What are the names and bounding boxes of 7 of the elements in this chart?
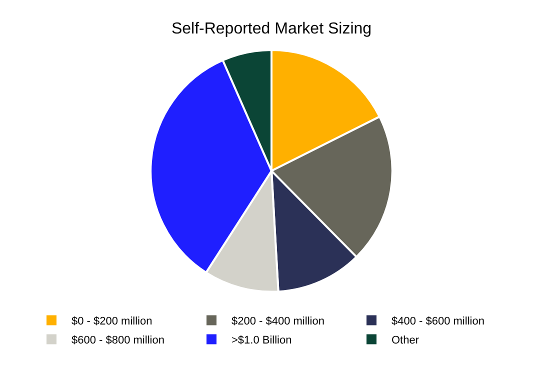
legend-label: >$1.0 Billion — [232, 334, 292, 347]
legend-label: $0 - $200 million — [72, 316, 152, 328]
legend-label: $400 - $600 million — [392, 316, 484, 328]
chart-title: Self-Reported Market Sizing — [171, 20, 372, 38]
legend-label: $600 - $800 million — [72, 334, 164, 347]
legend-label: $200 - $400 million — [232, 316, 324, 328]
legend-label: Other — [392, 334, 420, 347]
